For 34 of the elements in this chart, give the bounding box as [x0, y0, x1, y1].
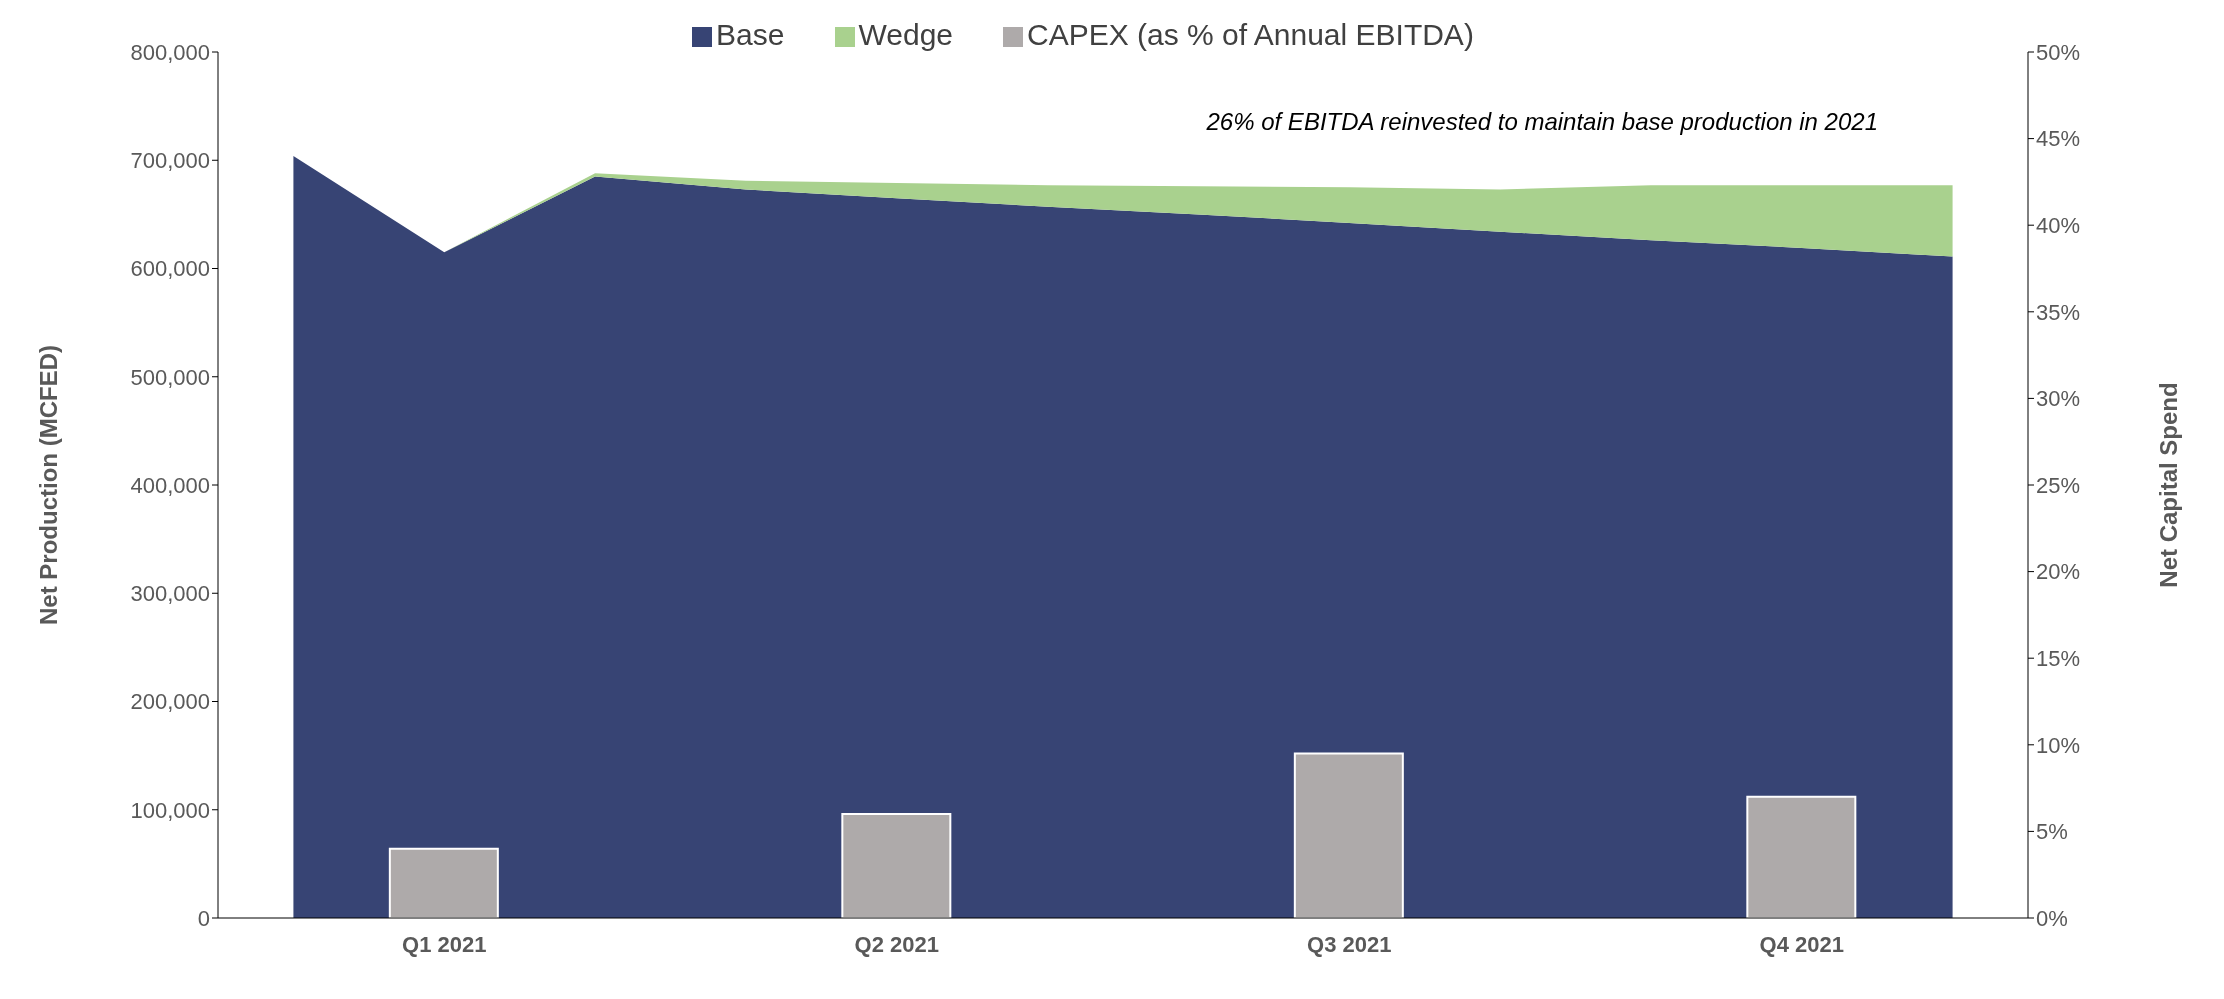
y-tick-label: 800,000 — [130, 39, 210, 65]
y-tick-label: 500,000 — [130, 364, 210, 390]
legend-label: Base — [716, 18, 785, 51]
y-tick-label: 0 — [197, 905, 210, 931]
y2-tick-label: 20% — [2036, 559, 2081, 585]
annotation: 26% of EBITDA reinvested to maintain base production in 2021 — [1206, 108, 1878, 136]
bar — [1746, 795, 1857, 918]
y-axis-title: Net Production (MCFED) — [34, 345, 62, 625]
x-tick-label: Q3 2021 — [1307, 931, 1392, 957]
y-tick-label: 400,000 — [130, 472, 210, 498]
y2-tick-label: 10% — [2036, 732, 2081, 758]
bar — [1293, 752, 1404, 918]
y2-tick-label: 45% — [2036, 126, 2081, 152]
y2-tick-label: 35% — [2036, 299, 2081, 325]
y-tick-label: 100,000 — [130, 797, 210, 823]
bar — [388, 847, 499, 918]
y2-tick-label: 15% — [2036, 646, 2081, 672]
y-tick-label: 200,000 — [130, 689, 210, 715]
y2-axis-title: Net Capital Spend — [2154, 382, 2182, 588]
y-tick-label: 600,000 — [130, 256, 210, 282]
x-tick-label: Q1 2021 — [402, 931, 487, 957]
bar — [841, 813, 952, 918]
y2-tick-label: 40% — [2036, 213, 2081, 239]
y2-tick-label: 50% — [2036, 39, 2081, 65]
legend-label: Wedge — [858, 18, 954, 51]
y2-tick-label: 30% — [2036, 386, 2081, 412]
y2-tick-label: 5% — [2036, 819, 2068, 845]
y2-tick-label: 25% — [2036, 472, 2081, 498]
x-tick-label: Q2 2021 — [854, 931, 939, 957]
x-tick-label: Q4 2021 — [1759, 931, 1844, 957]
y-tick-label: 700,000 — [130, 148, 210, 174]
y2-tick-label: 0% — [2036, 905, 2068, 931]
y-tick-label: 300,000 — [130, 581, 210, 607]
legend-label: CAPEX (as % of Annual EBITDA) — [1027, 18, 1474, 51]
